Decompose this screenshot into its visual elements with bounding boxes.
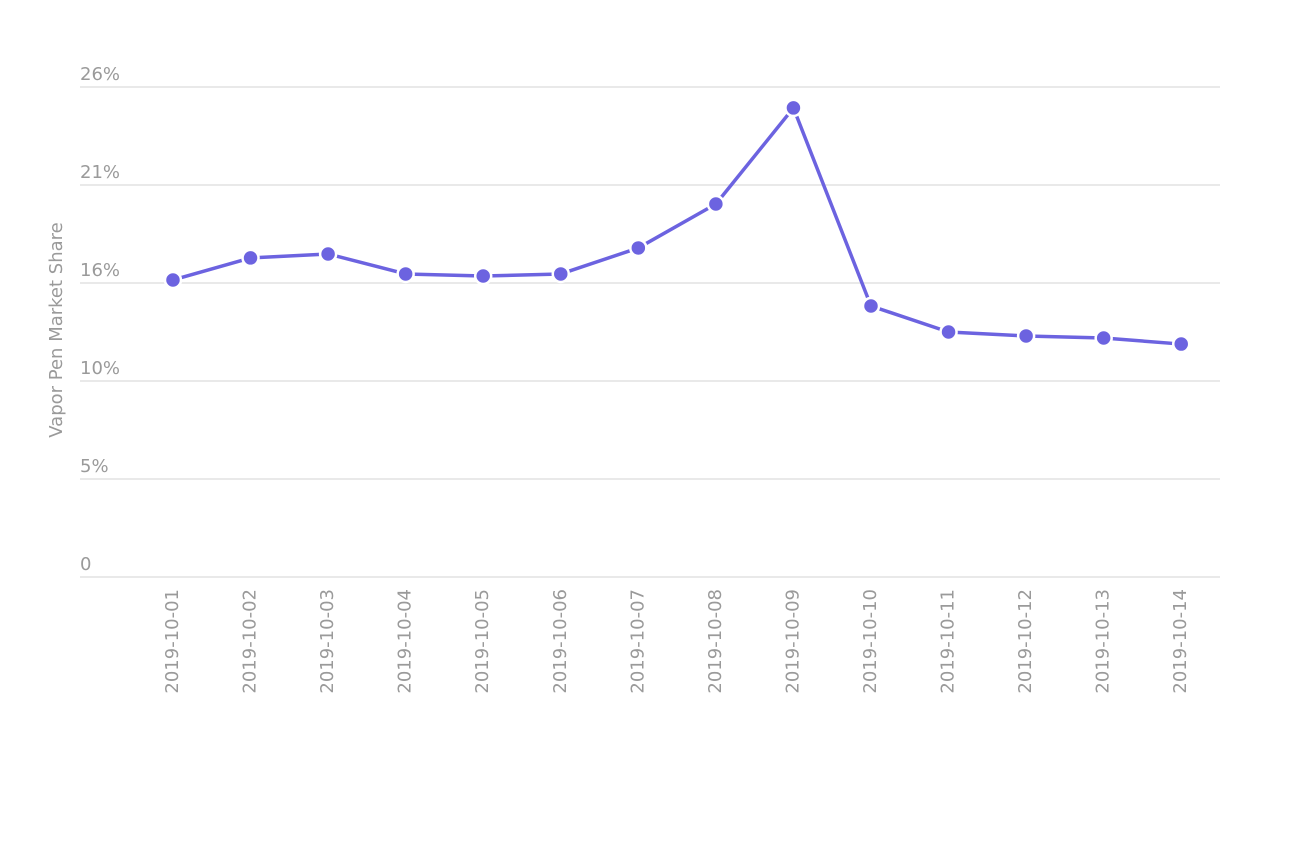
x-tick-label: 2019-10-12 — [1015, 589, 1036, 694]
y-tick-label: 21% — [80, 162, 120, 183]
x-tick-label: 2019-10-05 — [472, 589, 493, 694]
x-tick-label: 2019-10-13 — [1093, 589, 1114, 694]
point — [706, 194, 726, 214]
point — [784, 98, 803, 118]
point — [1171, 334, 1191, 354]
point — [163, 270, 183, 290]
y-tick-label: 26% — [80, 64, 120, 85]
point — [473, 266, 493, 286]
x-tick-label: 2019-10-07 — [627, 589, 648, 694]
x-tick-label: 2019-10-09 — [782, 589, 803, 694]
y-tick-label: 0 — [80, 554, 91, 575]
x-tick-label: 2019-10-06 — [550, 589, 571, 694]
x-tick-label: 2019-10-14 — [1170, 589, 1191, 694]
point — [1094, 328, 1113, 348]
y-axis-label: Vapor Pen Market Share — [46, 222, 67, 437]
x-tick-label: 2019-10-10 — [860, 589, 881, 694]
point — [318, 244, 338, 264]
point — [629, 238, 648, 258]
line — [172, 106, 1182, 346]
y-tick-label: 10% — [80, 358, 120, 379]
y-tick-label: 5% — [80, 456, 109, 477]
y-tick-label: 16% — [80, 260, 120, 281]
point — [939, 322, 958, 342]
x-tick-label: 2019-10-04 — [395, 589, 416, 694]
point — [241, 248, 260, 268]
point — [861, 296, 881, 316]
x-tick-label: 2019-10-03 — [317, 589, 338, 694]
x-tick-label: 2019-10-08 — [705, 589, 726, 694]
x-tick-label: 2019-10-11 — [938, 589, 959, 694]
point — [551, 264, 571, 284]
point — [1016, 326, 1036, 346]
point — [396, 264, 415, 284]
x-tick-label: 2019-10-02 — [240, 589, 261, 694]
x-tick-label: 2019-10-01 — [162, 589, 183, 694]
